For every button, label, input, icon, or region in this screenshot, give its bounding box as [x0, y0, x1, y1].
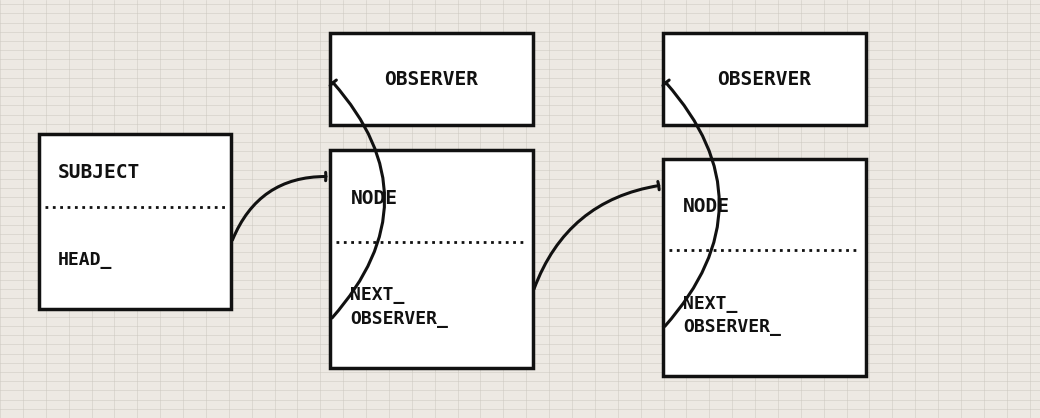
Text: NEXT_
OBSERVER_: NEXT_ OBSERVER_	[350, 286, 448, 328]
Text: SUBJECT: SUBJECT	[58, 163, 140, 182]
Text: OBSERVER: OBSERVER	[385, 70, 478, 89]
FancyBboxPatch shape	[331, 150, 534, 368]
FancyBboxPatch shape	[40, 134, 232, 309]
FancyBboxPatch shape	[664, 159, 866, 376]
Text: NODE: NODE	[350, 189, 397, 208]
FancyBboxPatch shape	[331, 33, 534, 125]
Text: HEAD_: HEAD_	[58, 251, 112, 269]
Text: OBSERVER: OBSERVER	[718, 70, 811, 89]
Text: NEXT_
OBSERVER_: NEXT_ OBSERVER_	[683, 295, 781, 336]
Text: NODE: NODE	[683, 197, 730, 216]
FancyBboxPatch shape	[664, 33, 866, 125]
